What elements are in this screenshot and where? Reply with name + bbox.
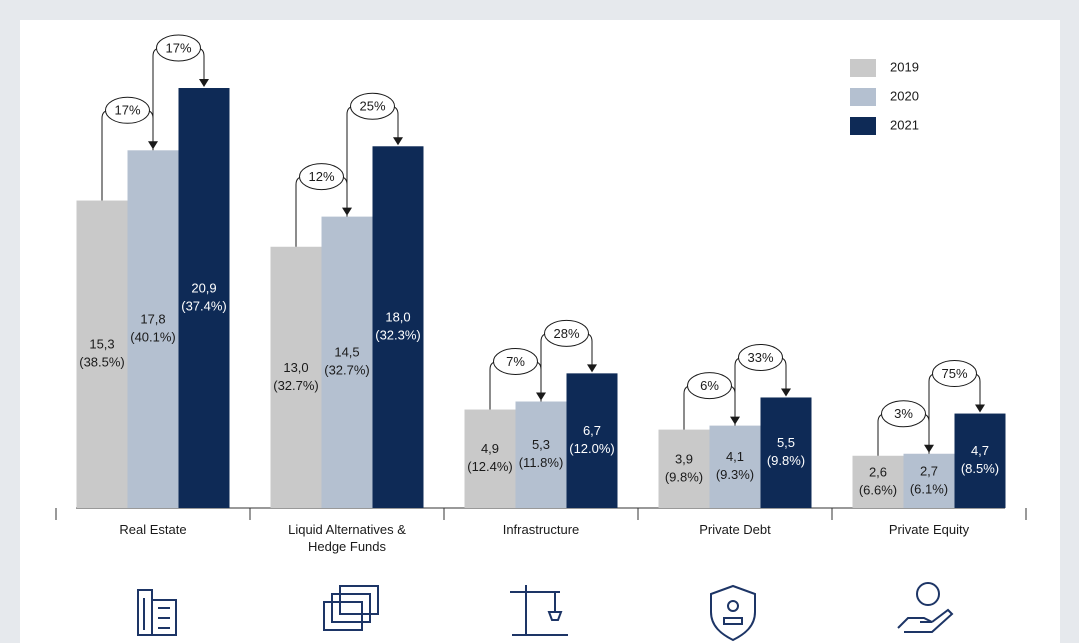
category-label: Private Debt <box>699 522 771 537</box>
legend-label: 2019 <box>890 59 919 74</box>
bar <box>178 88 230 508</box>
value-label: 4,7 <box>971 443 989 458</box>
bar <box>852 455 904 508</box>
growth-label: 6% <box>700 378 719 393</box>
value-label: 4,1 <box>726 449 744 464</box>
growth-label: 3% <box>894 406 913 421</box>
bar <box>515 401 567 508</box>
share-label: (9.8%) <box>665 469 703 484</box>
legend-swatch <box>850 59 876 77</box>
bar <box>321 216 373 508</box>
arrow-head <box>587 364 597 373</box>
category-label: Private Equity <box>888 522 970 537</box>
value-label: 5,3 <box>532 437 550 452</box>
bar <box>566 373 618 508</box>
legend-swatch <box>850 117 876 135</box>
growth-label: 17% <box>165 40 191 55</box>
share-label: (11.8%) <box>519 455 564 470</box>
share-label: (9.8%) <box>767 453 805 468</box>
share-label: (12.0%) <box>569 441 615 456</box>
value-label: 3,9 <box>675 451 693 466</box>
growth-oval <box>544 319 589 347</box>
value-label: 2,6 <box>869 464 887 479</box>
growth-oval <box>493 347 538 375</box>
growth-label: 75% <box>941 366 967 381</box>
legend-label: 2020 <box>890 88 919 103</box>
growth-annotation: 12% <box>295 163 352 247</box>
arrow-head <box>393 137 403 146</box>
legend-swatch <box>850 88 876 106</box>
icons <box>137 582 954 642</box>
value-label: 6,7 <box>583 423 601 438</box>
bar <box>954 413 1006 508</box>
growth-annotation: 17% <box>152 34 209 151</box>
growth-label: 7% <box>506 354 525 369</box>
bar <box>76 200 128 509</box>
growth-label: 25% <box>359 99 385 114</box>
share-label: (9.3%) <box>716 467 754 482</box>
bar <box>127 150 179 509</box>
value-label: 5,5 <box>777 435 795 450</box>
share-label: (32.7%) <box>273 378 319 393</box>
share-label: (8.5%) <box>961 461 999 476</box>
building-icon <box>137 589 177 636</box>
category-label: Real Estate <box>119 522 187 537</box>
growth-label: 12% <box>308 169 334 184</box>
growth-oval <box>299 163 344 191</box>
value-label: 13,0 <box>283 360 308 375</box>
shield-icon <box>710 584 756 642</box>
value-label: 15,3 <box>89 337 114 352</box>
growth-annotation: 25% <box>346 92 403 217</box>
arrow-head <box>199 79 209 88</box>
share-label: (32.7%) <box>324 363 370 378</box>
growth-oval <box>881 400 926 428</box>
hand-coin-icon <box>897 582 954 633</box>
category-label: Liquid Alternatives & Hedge Funds <box>288 522 406 554</box>
share-label: (6.1%) <box>910 481 948 496</box>
bar <box>903 453 955 508</box>
growth-annotation: 17% <box>101 96 158 201</box>
growth-oval <box>105 96 150 124</box>
share-label: (37.4%) <box>181 298 227 313</box>
bar <box>464 409 516 508</box>
growth-annotation: 3% <box>877 400 934 456</box>
bar <box>709 425 761 508</box>
growth-oval <box>350 92 395 120</box>
growth-annotation: 75% <box>928 360 985 454</box>
growth-label: 33% <box>747 350 773 365</box>
growth-annotation: 28% <box>540 319 597 402</box>
crane-icon <box>510 585 568 636</box>
share-label: (12.4%) <box>467 459 513 474</box>
value-label: 4,9 <box>481 441 499 456</box>
value-label: 14,5 <box>334 345 359 360</box>
share-label: (32.3%) <box>375 328 421 343</box>
growth-annotation: 33% <box>734 343 791 426</box>
bar <box>760 397 812 508</box>
value-label: 17,8 <box>140 312 165 327</box>
growth-label: 28% <box>553 326 579 341</box>
share-label: (40.1%) <box>130 330 176 345</box>
growth-oval <box>156 34 201 62</box>
arrow-head <box>975 404 985 413</box>
value-label: 2,7 <box>920 463 938 478</box>
value-label: 18,0 <box>385 310 410 325</box>
bar <box>658 429 710 508</box>
share-label: (6.6%) <box>859 482 897 497</box>
arrow-head <box>781 388 791 397</box>
growth-oval <box>738 343 783 371</box>
growth-label: 17% <box>114 103 140 118</box>
share-label: (38.5%) <box>79 355 125 370</box>
bar <box>270 246 322 508</box>
bar <box>372 146 424 509</box>
legend-label: 2021 <box>890 117 919 132</box>
category-label: Infrastructure <box>502 522 580 537</box>
growth-oval <box>687 372 732 400</box>
money-icon <box>323 585 379 631</box>
value-label: 20,9 <box>191 280 216 295</box>
growth-oval <box>932 360 977 388</box>
